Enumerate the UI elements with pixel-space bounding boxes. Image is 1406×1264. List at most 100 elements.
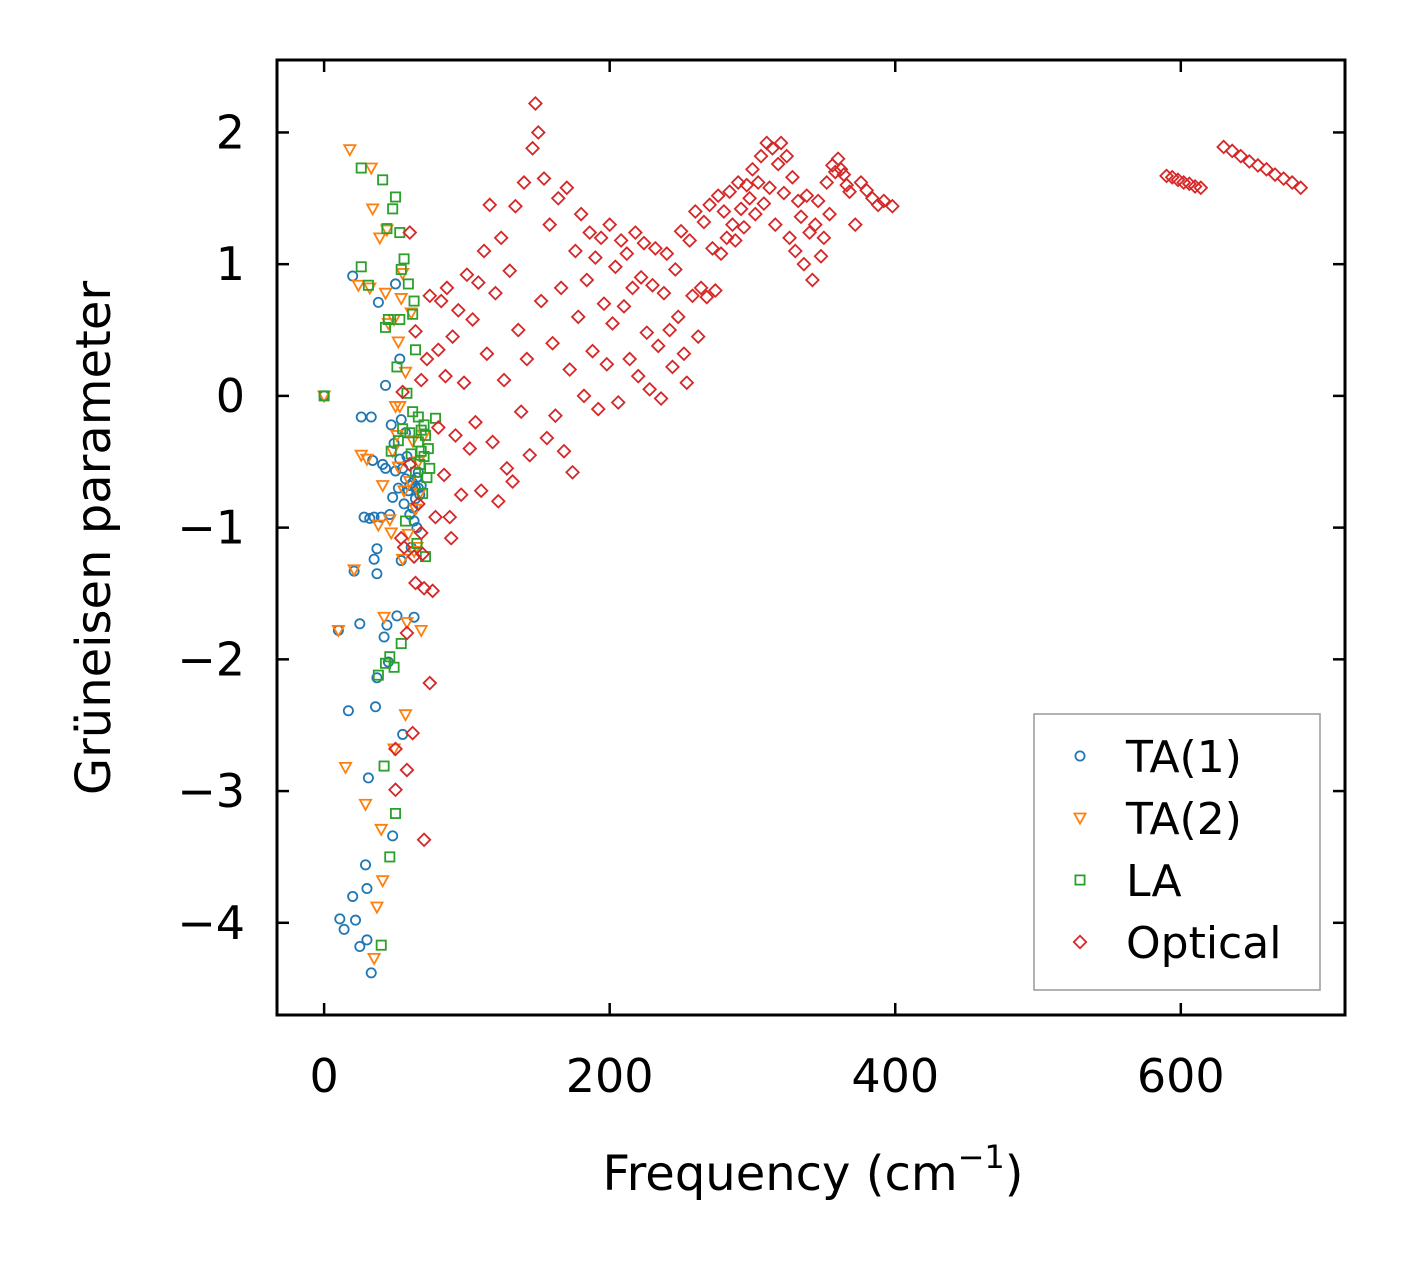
data-point <box>387 203 399 215</box>
data-point <box>550 190 566 206</box>
data-point <box>411 537 423 549</box>
data-point <box>350 914 362 926</box>
data-point <box>673 223 689 239</box>
data-point <box>804 272 820 288</box>
data-point <box>372 669 384 681</box>
data-point <box>667 261 683 277</box>
data-point <box>525 140 541 156</box>
data-point <box>510 322 526 338</box>
data-point <box>414 624 429 638</box>
data-point <box>374 823 389 837</box>
data-point <box>408 575 423 591</box>
data-point <box>1258 161 1274 177</box>
data-point <box>391 461 406 475</box>
data-point <box>384 527 399 541</box>
legend-marker <box>1072 812 1088 826</box>
data-point <box>790 193 806 209</box>
data-point <box>830 151 846 167</box>
data-point <box>1250 157 1266 173</box>
data-point <box>642 381 658 397</box>
data-point <box>599 356 615 372</box>
data-point <box>405 435 420 449</box>
legend-marker <box>1074 750 1086 762</box>
data-point <box>547 408 563 424</box>
data-point <box>876 193 892 209</box>
data-point <box>742 190 758 206</box>
data-point <box>422 288 438 304</box>
data-point <box>386 314 402 327</box>
data-point <box>596 296 612 312</box>
data-point <box>645 277 660 293</box>
data-point <box>570 309 586 325</box>
y-tick-label: −3 <box>177 764 245 818</box>
data-point <box>408 323 423 339</box>
data-point <box>696 214 712 230</box>
data-point <box>388 661 400 673</box>
data-point <box>443 530 459 546</box>
data-point <box>409 344 421 356</box>
data-point <box>338 923 350 935</box>
data-point <box>822 206 838 222</box>
data-point <box>375 875 390 889</box>
data-point <box>371 672 383 684</box>
data-point <box>382 313 394 325</box>
data-point <box>485 434 501 450</box>
data-point <box>355 261 367 273</box>
data-point <box>884 198 900 214</box>
data-point <box>687 204 703 219</box>
data-point <box>428 509 443 525</box>
data-point <box>347 270 359 282</box>
data-point <box>415 546 431 562</box>
data-point <box>587 250 603 266</box>
data-point <box>381 619 393 631</box>
data-point <box>422 675 438 691</box>
data-point <box>331 624 346 638</box>
data-point <box>810 193 826 209</box>
legend-entry: Optical <box>1072 918 1281 969</box>
data-point <box>415 479 427 491</box>
data-point <box>376 611 392 625</box>
legend: TA(1) TA(2) LA Optical <box>1033 713 1321 991</box>
data-point <box>787 243 803 259</box>
data-point <box>430 342 446 358</box>
y-tick-label: −1 <box>177 501 245 555</box>
data-point <box>727 232 743 248</box>
data-point <box>722 184 738 200</box>
data-point <box>365 203 380 217</box>
data-point <box>579 272 595 288</box>
data-point <box>602 217 618 233</box>
data-point <box>391 361 403 373</box>
data-point <box>656 285 672 301</box>
data-point <box>573 206 589 222</box>
y-tick-label: 2 <box>216 105 245 159</box>
data-point <box>318 390 330 402</box>
data-point <box>507 198 523 214</box>
data-point <box>756 196 772 212</box>
data-point <box>733 201 749 217</box>
data-point <box>388 741 403 757</box>
data-point <box>355 162 367 174</box>
data-point <box>459 267 475 283</box>
data-point <box>479 346 495 362</box>
data-point <box>1284 175 1300 190</box>
data-point <box>590 401 606 417</box>
data-point <box>533 293 549 309</box>
data-point <box>361 883 373 895</box>
data-point <box>847 217 863 233</box>
data-point <box>398 366 413 380</box>
data-point <box>616 298 632 314</box>
data-point <box>639 325 655 341</box>
data-point <box>539 430 555 446</box>
data-point <box>382 514 397 528</box>
y-axis-ticks: −4 −3 −2 −1 0 1 2 <box>177 105 1345 950</box>
data-point <box>744 161 760 177</box>
data-point <box>470 275 486 291</box>
data-point <box>448 427 463 443</box>
data-point <box>394 313 406 325</box>
data-point <box>762 180 778 196</box>
data-point <box>770 156 786 172</box>
data-point <box>346 564 362 578</box>
data-point <box>365 967 377 979</box>
x-tick-label: 400 <box>851 1049 939 1103</box>
data-point <box>519 351 535 367</box>
